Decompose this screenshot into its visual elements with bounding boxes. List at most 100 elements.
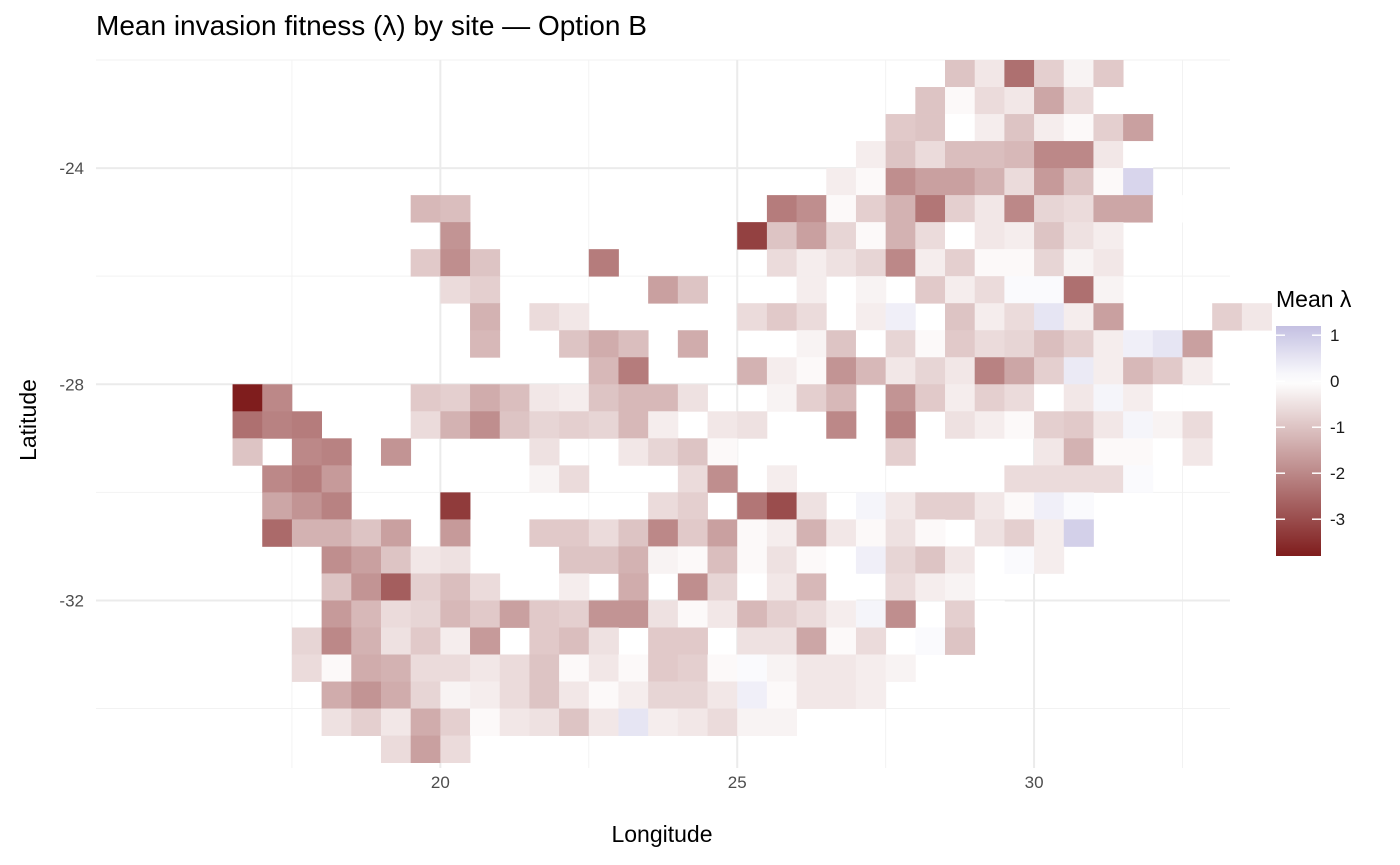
heatmap-cell [470,249,501,277]
heatmap-cell [440,573,471,601]
heatmap-cell [974,222,1005,250]
heatmap-cell [588,330,619,358]
heatmap-cell [321,546,352,574]
heatmap-cell [1034,249,1065,277]
heatmap-cell [470,654,501,682]
heatmap-cell [1063,303,1094,331]
heatmap-cell [1152,411,1183,439]
heatmap-cell [321,600,352,628]
heatmap-cell [677,600,708,628]
heatmap-cell [737,303,768,331]
heatmap-cell [440,654,471,682]
heatmap-cell [1123,330,1154,358]
y-axis-ticks: -24 -28 -32 [59,159,84,610]
heatmap-cell [1004,276,1035,304]
heatmap-cell [232,384,263,412]
heatmap-cell [499,708,530,736]
heatmap-cell [766,627,797,655]
heatmap-cell [559,519,590,547]
heatmap-cell [291,465,323,493]
heatmap-cell [440,276,471,304]
heatmap-cell [796,519,827,547]
heatmap-cell [677,330,708,358]
heatmap-cell [766,195,797,223]
legend-tick-label: -2 [1330,464,1345,483]
heatmap-cell [945,627,976,655]
heatmap-cell [1093,87,1124,115]
heatmap-cell [351,519,382,547]
heatmap-cell [410,600,441,628]
heatmap-cell [826,627,857,655]
heatmap-cell [915,573,946,601]
heatmap-cell [1034,357,1065,385]
heatmap-cell [1004,60,1035,88]
heatmap-cell [1034,384,1065,412]
heatmap-cell [321,438,352,466]
heatmap-cell [618,384,649,412]
heatmap-cell [1152,357,1183,385]
heatmap-cell [1004,141,1035,169]
legend-title: Mean λ [1276,286,1352,312]
heatmap-cell [915,519,946,547]
heatmap-cell [677,276,708,304]
heatmap-cell [885,546,916,574]
heatmap-cell [915,168,946,196]
heatmap-cell [826,249,857,277]
heatmap-cell [974,492,1005,520]
heatmap-cell [1063,465,1094,493]
heatmap-cell [855,600,887,628]
heatmap-cell [915,87,946,115]
heatmap-cell [737,519,768,547]
heatmap-cell [826,546,857,574]
heatmap-cell [440,519,471,547]
heatmap-cell [529,708,560,736]
heatmap-cell [707,654,738,682]
heatmap-cell [648,546,679,574]
heatmap-cell [855,195,887,223]
heatmap-cell [677,573,708,601]
heatmap-cell [915,492,946,520]
heatmap-cell [945,222,976,250]
heatmap-cell [321,519,352,547]
heatmap-cell [974,168,1005,196]
heatmap-cell [1034,87,1065,115]
heatmap-cell [796,654,827,682]
heatmap-cell [974,546,1005,574]
heatmap-cell [826,222,857,250]
heatmap-cell [529,600,560,628]
heatmap-cell [796,357,827,385]
y-tick-label: -24 [59,159,84,178]
heatmap-cell [1182,411,1213,439]
heatmap-cell [1063,519,1094,547]
heatmap-cell [766,654,797,682]
heatmap-cell [410,627,441,655]
heatmap-cell [737,681,768,709]
heatmap-cell [677,546,708,574]
heatmap-cell [945,168,976,196]
heatmap-cell [1093,438,1124,466]
heatmap-cell [915,249,946,277]
heatmap-cell [291,654,323,682]
heatmap-cell [1034,60,1065,88]
heatmap-cell [291,492,323,520]
heatmap-cell [588,681,619,709]
heatmap-cell [945,411,976,439]
x-axis-title: Longitude [611,821,712,847]
heatmap-cell [648,708,679,736]
heatmap-cell [855,492,887,520]
heatmap-cell [796,303,827,331]
heatmap-cell [1182,438,1213,466]
legend-tick-label: 1 [1330,326,1339,345]
heatmap-cell [1123,438,1154,466]
heatmap-cell [1004,546,1035,574]
heatmap-cell [945,384,976,412]
heatmap-cell [559,465,590,493]
heatmap-cell [1063,114,1094,142]
heatmap-cell [262,411,293,439]
heatmap-cell [321,465,352,493]
heatmap-cell [1093,465,1124,493]
heatmap-cell [1063,276,1094,304]
heatmap-cell [470,708,501,736]
heatmap-cell [885,114,916,142]
heatmap-cell [291,519,323,547]
